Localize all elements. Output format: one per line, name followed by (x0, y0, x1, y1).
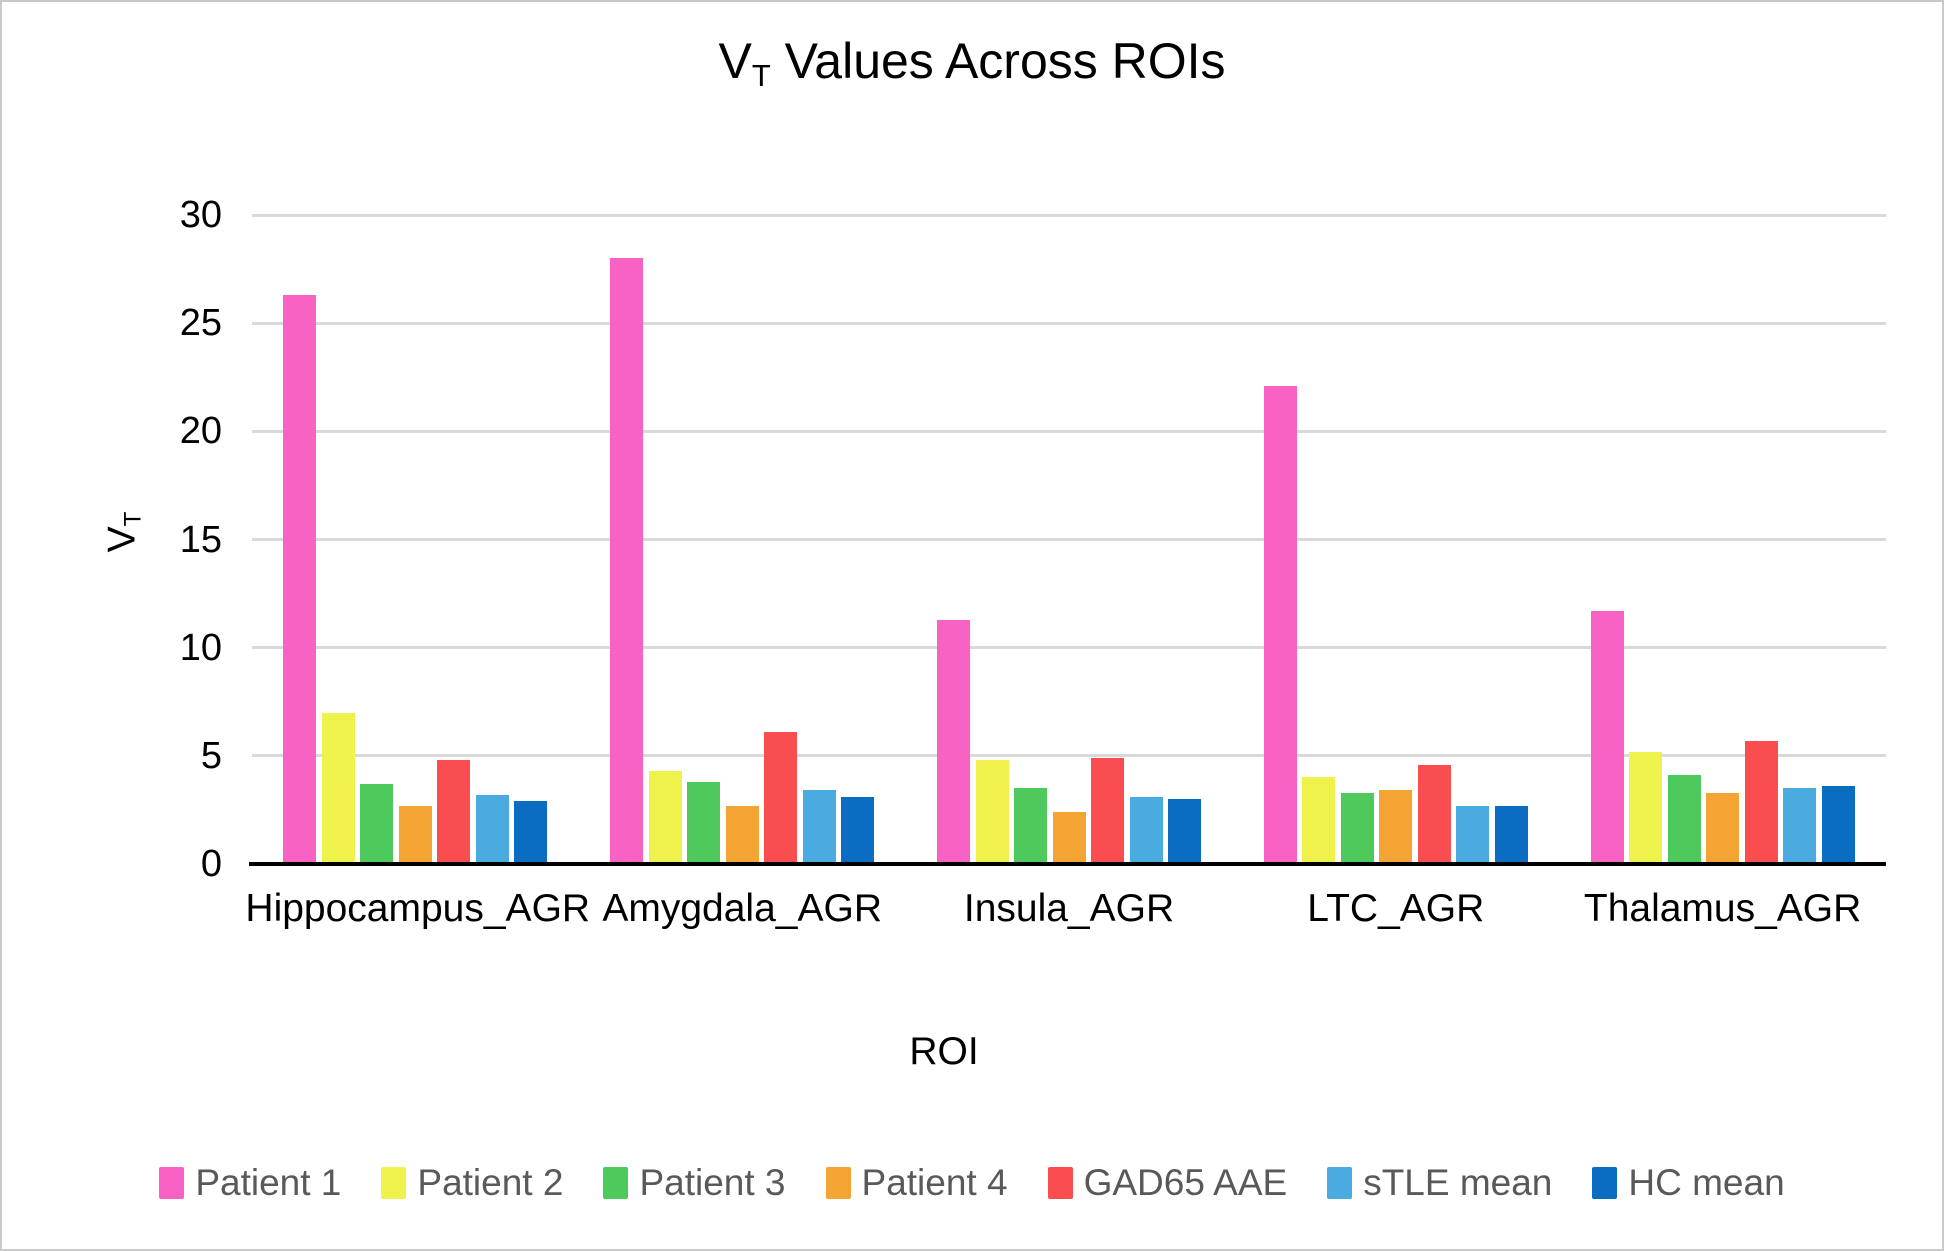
bar (1417, 764, 1451, 864)
bar (764, 732, 798, 864)
bar (283, 295, 317, 864)
x-axis-line (249, 862, 1886, 866)
bar (514, 801, 548, 864)
legend-item: Patient 1 (159, 1162, 341, 1204)
gridline (252, 538, 1886, 541)
bar (1744, 740, 1778, 864)
legend-color-swatch (1047, 1167, 1073, 1199)
bar (687, 781, 721, 864)
bar (1129, 796, 1163, 864)
title-rest: Values Across ROIs (770, 33, 1226, 89)
bar (1014, 788, 1047, 864)
y-tick-label: 30 (179, 194, 222, 236)
x-category-label: LTC_AGR (1307, 887, 1485, 930)
y-tick-label: 20 (179, 410, 222, 453)
bar (321, 712, 355, 864)
gridline (252, 429, 1886, 433)
legend-item: sTLE mean (1327, 1162, 1552, 1204)
bar (725, 805, 759, 864)
legend-label: Patient 2 (417, 1162, 564, 1203)
legend-item: GAD65 AAE (1047, 1162, 1288, 1204)
bar (610, 258, 644, 864)
gridline (252, 646, 1886, 650)
bar (1667, 775, 1701, 864)
title-base: V (718, 33, 752, 89)
legend-label: HC mean (1628, 1162, 1785, 1203)
bar (1821, 786, 1855, 864)
bar (1340, 792, 1374, 864)
x-category-label: Amygdala_AGR (602, 887, 882, 930)
y-tick-label: 5 (200, 734, 222, 777)
legend-color-swatch (159, 1167, 185, 1199)
x-category-label: Insula_AGR (963, 887, 1175, 930)
bar (648, 770, 682, 864)
y-tick-label: 0 (200, 843, 222, 885)
legend-item: Patient 2 (381, 1162, 563, 1204)
bar (475, 794, 509, 864)
legend-color-swatch (381, 1167, 407, 1199)
y-tick-label: 25 (179, 302, 222, 345)
legend-color-swatch (603, 1167, 629, 1199)
bar (1052, 812, 1086, 864)
plot-area: 0 5 10 15 20 25 30 Hippocampus_AGR Amygdala_AGR… (180, 194, 1886, 930)
bar (802, 790, 836, 864)
legend-color-swatch (1592, 1167, 1618, 1199)
legend-label: Patient 4 (861, 1162, 1008, 1203)
legend-color-swatch (1327, 1167, 1353, 1199)
legend-label: Patient 3 (639, 1162, 786, 1203)
y-tick-label: 15 (179, 518, 222, 561)
bar (1706, 792, 1740, 864)
legend-label: GAD65 AAE (1083, 1162, 1288, 1203)
legend-color-swatch (825, 1167, 851, 1199)
bar (937, 619, 970, 864)
chart-title: VT Values Across ROIs (2, 32, 1942, 94)
bar (1629, 751, 1663, 864)
y-tick-label: 10 (179, 626, 222, 669)
legend: Patient 1 Patient 2 Patient 3 Patient 4 GAD6… (2, 1162, 1942, 1204)
x-category-label: Thalamus_AGR (1583, 887, 1862, 930)
gridline (252, 754, 1886, 758)
x-axis-title: ROI (909, 1030, 979, 1073)
bar (1783, 788, 1817, 864)
bar (841, 796, 875, 864)
bar (360, 783, 394, 864)
bar (1302, 777, 1336, 864)
legend-item: Patient 3 (603, 1162, 786, 1204)
bar (437, 760, 471, 864)
bar (1091, 758, 1124, 864)
bar (975, 760, 1009, 864)
gridline (252, 213, 1886, 217)
bar (1263, 385, 1297, 864)
title-subscript: T (751, 57, 771, 93)
bar (1456, 805, 1490, 864)
legend-label: Patient 1 (195, 1162, 342, 1203)
bar (1168, 799, 1201, 864)
legend-label: sTLE mean (1363, 1162, 1553, 1203)
legend-item: Patient 4 (825, 1162, 1008, 1204)
bar (398, 805, 432, 864)
bar (1590, 610, 1624, 864)
bar (1379, 790, 1413, 864)
gridline (252, 321, 1886, 325)
bar (1494, 805, 1528, 864)
x-category-label: Hippocampus_AGR (245, 887, 591, 930)
legend-item: HC mean (1592, 1162, 1785, 1204)
